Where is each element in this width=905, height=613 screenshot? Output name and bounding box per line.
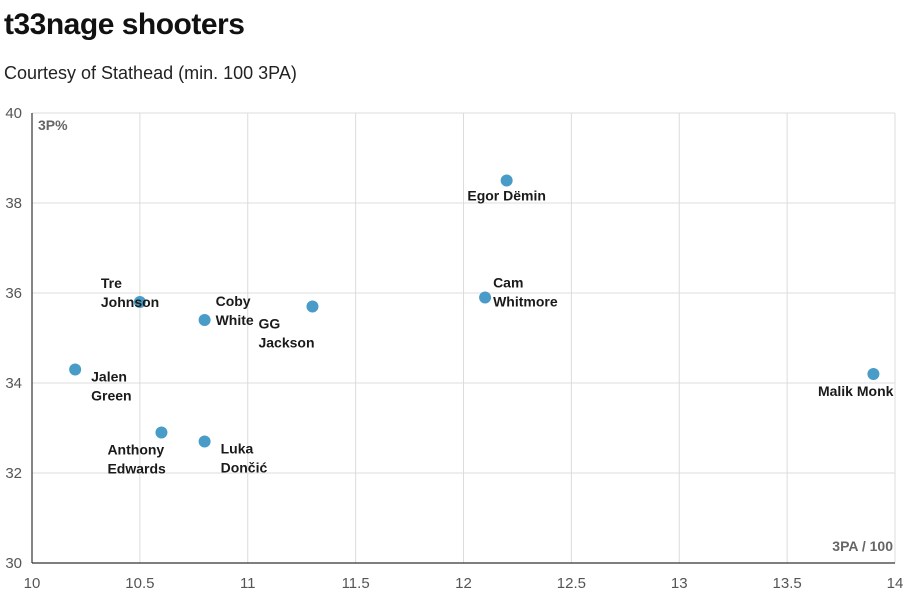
scatter-point bbox=[155, 426, 168, 439]
point-label-line: Johnson bbox=[101, 294, 159, 310]
point-label-line: Cam bbox=[493, 275, 523, 291]
scatter-point bbox=[867, 368, 880, 380]
point-label: Coby White bbox=[216, 293, 254, 328]
x-tick-label: 12 bbox=[455, 575, 472, 592]
x-tick-label: 14 bbox=[887, 575, 904, 592]
point-label-line: Luka bbox=[221, 441, 254, 457]
point-label-line: Whitmore bbox=[493, 294, 558, 310]
x-tick-label: 12.5 bbox=[557, 575, 586, 592]
point-label: GG Jackson bbox=[258, 316, 314, 351]
y-tick-label: 40 bbox=[5, 105, 22, 122]
grid-lines bbox=[32, 112, 896, 563]
axes bbox=[31, 113, 895, 564]
x-tick-label: 10.5 bbox=[125, 575, 154, 592]
x-tick-label: 11.5 bbox=[342, 575, 370, 592]
point-label-line: Jackson bbox=[258, 335, 314, 351]
point-label: Anthony Edwards bbox=[107, 442, 166, 477]
y-tick-label: 38 bbox=[5, 195, 22, 212]
x-tick-label: 10 bbox=[24, 575, 41, 592]
point-label-line: Green bbox=[91, 388, 131, 404]
tick-labels: 30 32 34 36 38 40 10 10.5 11 11.5 12 12.5 13 13.5 14 bbox=[5, 105, 903, 592]
point-label-line: Tre bbox=[101, 275, 122, 291]
point-label: Cam Whitmore bbox=[493, 275, 558, 310]
y-tick-label: 30 bbox=[5, 555, 22, 572]
scatter-point bbox=[306, 300, 319, 313]
scatter-point bbox=[500, 174, 513, 187]
point-label: Luka Dončić bbox=[221, 441, 268, 476]
scatter-point bbox=[133, 296, 146, 308]
data-points: Egor Dëmin Tre Johnson Coby White GG Jackson Ca… bbox=[69, 174, 894, 477]
point-label: Egor Dëmin bbox=[467, 188, 546, 204]
point-label-line: GG bbox=[258, 316, 280, 332]
x-tick-label: 13 bbox=[671, 575, 688, 592]
point-label-line: Malik Monk bbox=[818, 383, 894, 399]
point-label-line: Jalen bbox=[91, 369, 127, 385]
scatter-point bbox=[69, 363, 82, 376]
point-label: Jalen Green bbox=[91, 369, 131, 404]
y-tick-label: 32 bbox=[5, 465, 22, 482]
point-label: Tre Johnson bbox=[101, 275, 159, 310]
point-label-line: Coby bbox=[216, 293, 251, 309]
x-tick-label: 13.5 bbox=[773, 575, 802, 592]
scatter-point bbox=[479, 291, 492, 304]
x-axis-label: 3PA / 100 bbox=[832, 538, 893, 554]
point-label-line: Egor Dëmin bbox=[467, 188, 546, 204]
chart-subtitle: Courtesy of Stathead (min. 100 3PA) bbox=[4, 63, 297, 83]
y-tick-label: 34 bbox=[5, 375, 22, 392]
scatter-point bbox=[198, 314, 211, 326]
point-label-line: Anthony bbox=[107, 442, 164, 458]
y-axis-label: 3P% bbox=[38, 117, 68, 133]
x-tick-label: 11 bbox=[240, 575, 256, 592]
chart-title: t33nage shooters bbox=[4, 8, 245, 41]
point-label: Malik Monk bbox=[818, 383, 894, 399]
scatter-point bbox=[198, 435, 211, 448]
point-label-line: Dončić bbox=[221, 460, 268, 476]
y-tick-label: 36 bbox=[5, 285, 22, 302]
point-label-line: Edwards bbox=[107, 461, 166, 477]
point-label-line: White bbox=[216, 312, 254, 328]
